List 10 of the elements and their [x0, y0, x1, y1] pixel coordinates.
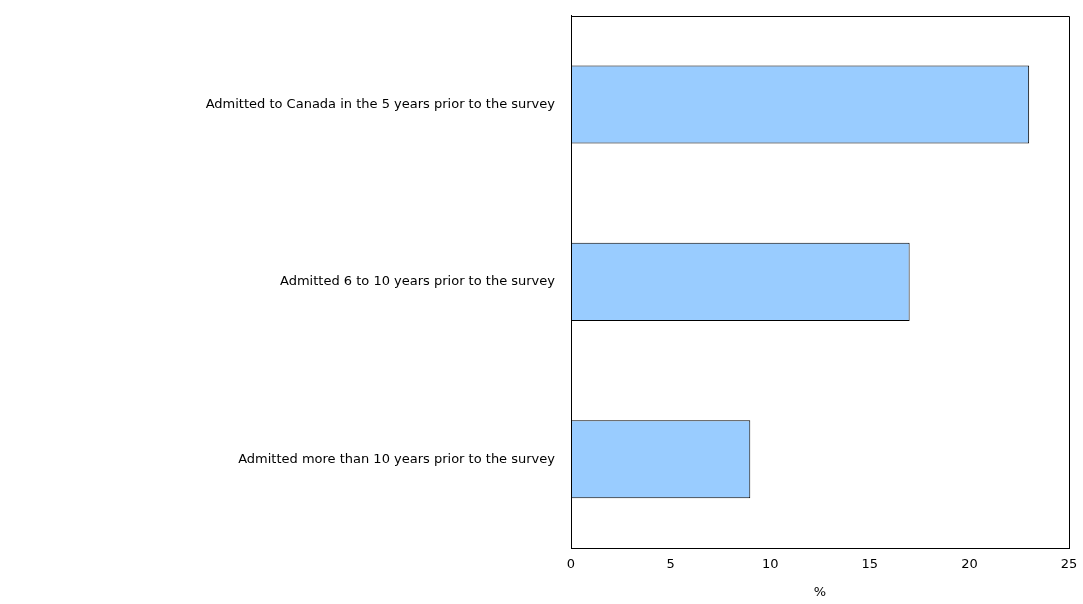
y-tick-label: Admitted 6 to 10 years prior to the survey — [280, 273, 556, 289]
x-axis-title: % — [813, 583, 827, 599]
x-tick-label: 15 — [861, 556, 879, 572]
x-tick-label: 25 — [1060, 556, 1078, 572]
y-tick-label: Admitted to Canada in the 5 years prior to the survey — [205, 95, 556, 111]
x-tick-label: 0 — [566, 556, 576, 572]
y-tick-label: Admitted more than 10 years prior to the survey — [238, 450, 556, 466]
x-tick-label: 5 — [666, 556, 675, 572]
x-tick-label: 20 — [961, 556, 978, 572]
x-tick-label: 10 — [761, 556, 779, 572]
